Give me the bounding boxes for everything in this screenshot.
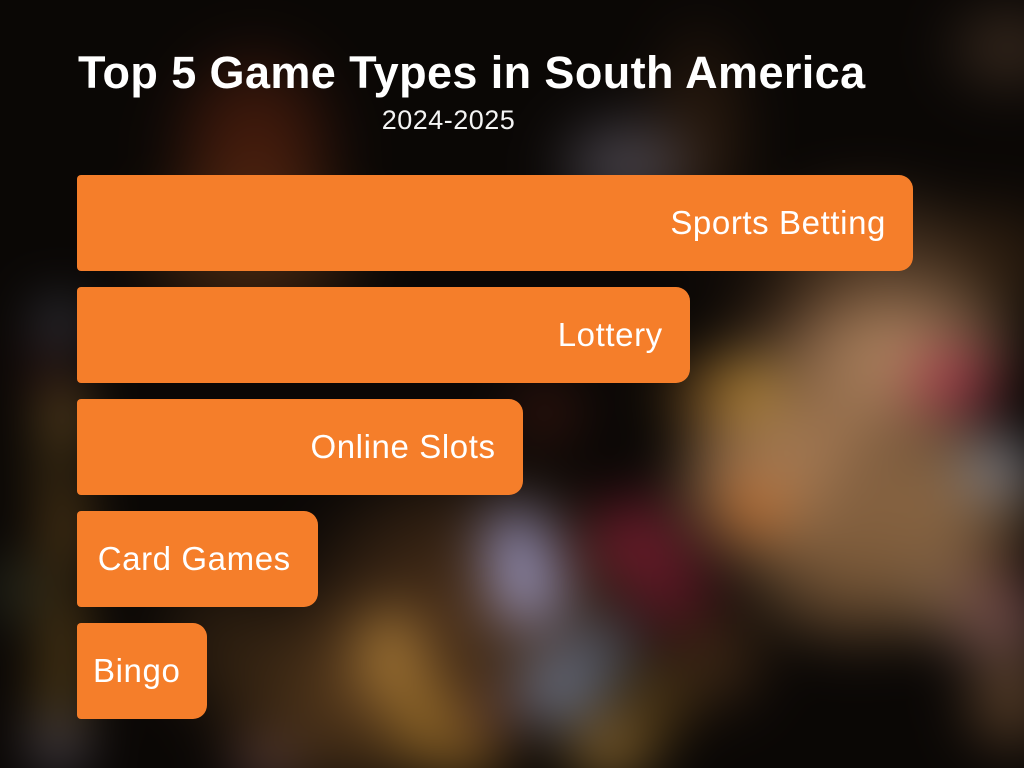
bar-row: Lottery	[77, 287, 690, 383]
bar-label: Bingo	[93, 652, 181, 689]
background-light-blob	[477, 545, 579, 639]
bar-row: Sports Betting	[77, 175, 913, 271]
bar-label: Card Games	[97, 540, 291, 577]
background-light-blob	[23, 718, 93, 768]
bar-label: Online Slots	[310, 428, 496, 465]
chart-title: Top 5 Game Types in South America	[78, 47, 866, 98]
bar-label: Sports Betting	[670, 204, 886, 241]
chart-subtitle: 2024-2025	[381, 105, 516, 135]
background-light-blob	[944, 425, 1024, 511]
background-light-blob	[706, 467, 800, 549]
bar-row: Card Games	[77, 511, 318, 607]
bar-row: Bingo	[77, 623, 208, 719]
bar-chart: Sports Betting Lottery Online Slots Card Ga…	[77, 175, 913, 735]
bar-row: Online Slots	[77, 399, 523, 495]
bar-label: Lottery	[557, 316, 663, 353]
background-light-blob	[893, 337, 1011, 423]
background-light-blob	[466, 685, 528, 739]
